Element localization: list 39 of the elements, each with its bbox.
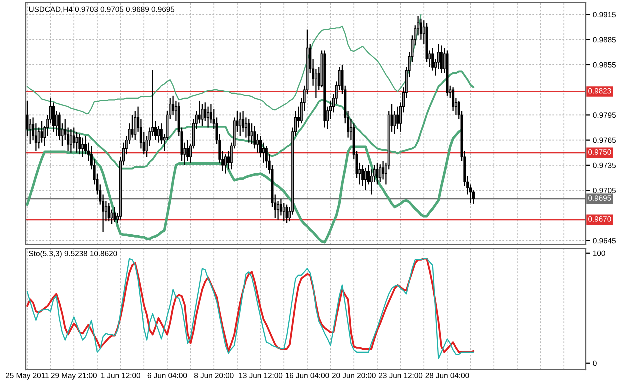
candlestick — [376, 162, 379, 186]
candlestick — [239, 112, 242, 137]
candlestick — [396, 106, 400, 130]
candlestick — [114, 206, 116, 223]
candlestick — [29, 118, 32, 146]
candlestick — [134, 110, 137, 141]
candlestick — [256, 134, 260, 154]
candlestick — [224, 154, 228, 174]
candlestick — [362, 164, 364, 187]
candlestick — [52, 102, 55, 133]
candlestick — [131, 114, 134, 138]
candlestick — [186, 140, 190, 162]
candlestick — [420, 18, 422, 40]
candlestick — [379, 164, 382, 183]
candlestick — [108, 202, 110, 222]
candlestick — [78, 134, 82, 156]
candlestick — [382, 160, 385, 180]
candlestick — [110, 209, 114, 225]
candlestick — [40, 120, 44, 144]
candlestick — [250, 123, 254, 146]
candlestick — [282, 202, 286, 222]
candlestick — [207, 106, 210, 128]
candlestick — [198, 100, 201, 124]
candlestick — [70, 128, 72, 154]
line-series — [26, 70, 475, 170]
candlestick — [82, 137, 84, 158]
candlestick — [370, 169, 373, 196]
candlestick — [440, 45, 443, 74]
line-series — [26, 129, 464, 244]
candlestick — [201, 104, 204, 127]
candlestick — [452, 87, 455, 112]
candlestick — [72, 127, 76, 150]
candlestick — [248, 118, 250, 144]
candlestick — [394, 110, 396, 136]
candlestick — [76, 131, 78, 154]
candlestick — [364, 167, 368, 192]
candlestick — [254, 126, 256, 150]
line-series — [26, 14, 422, 114]
candlestick — [286, 204, 288, 224]
